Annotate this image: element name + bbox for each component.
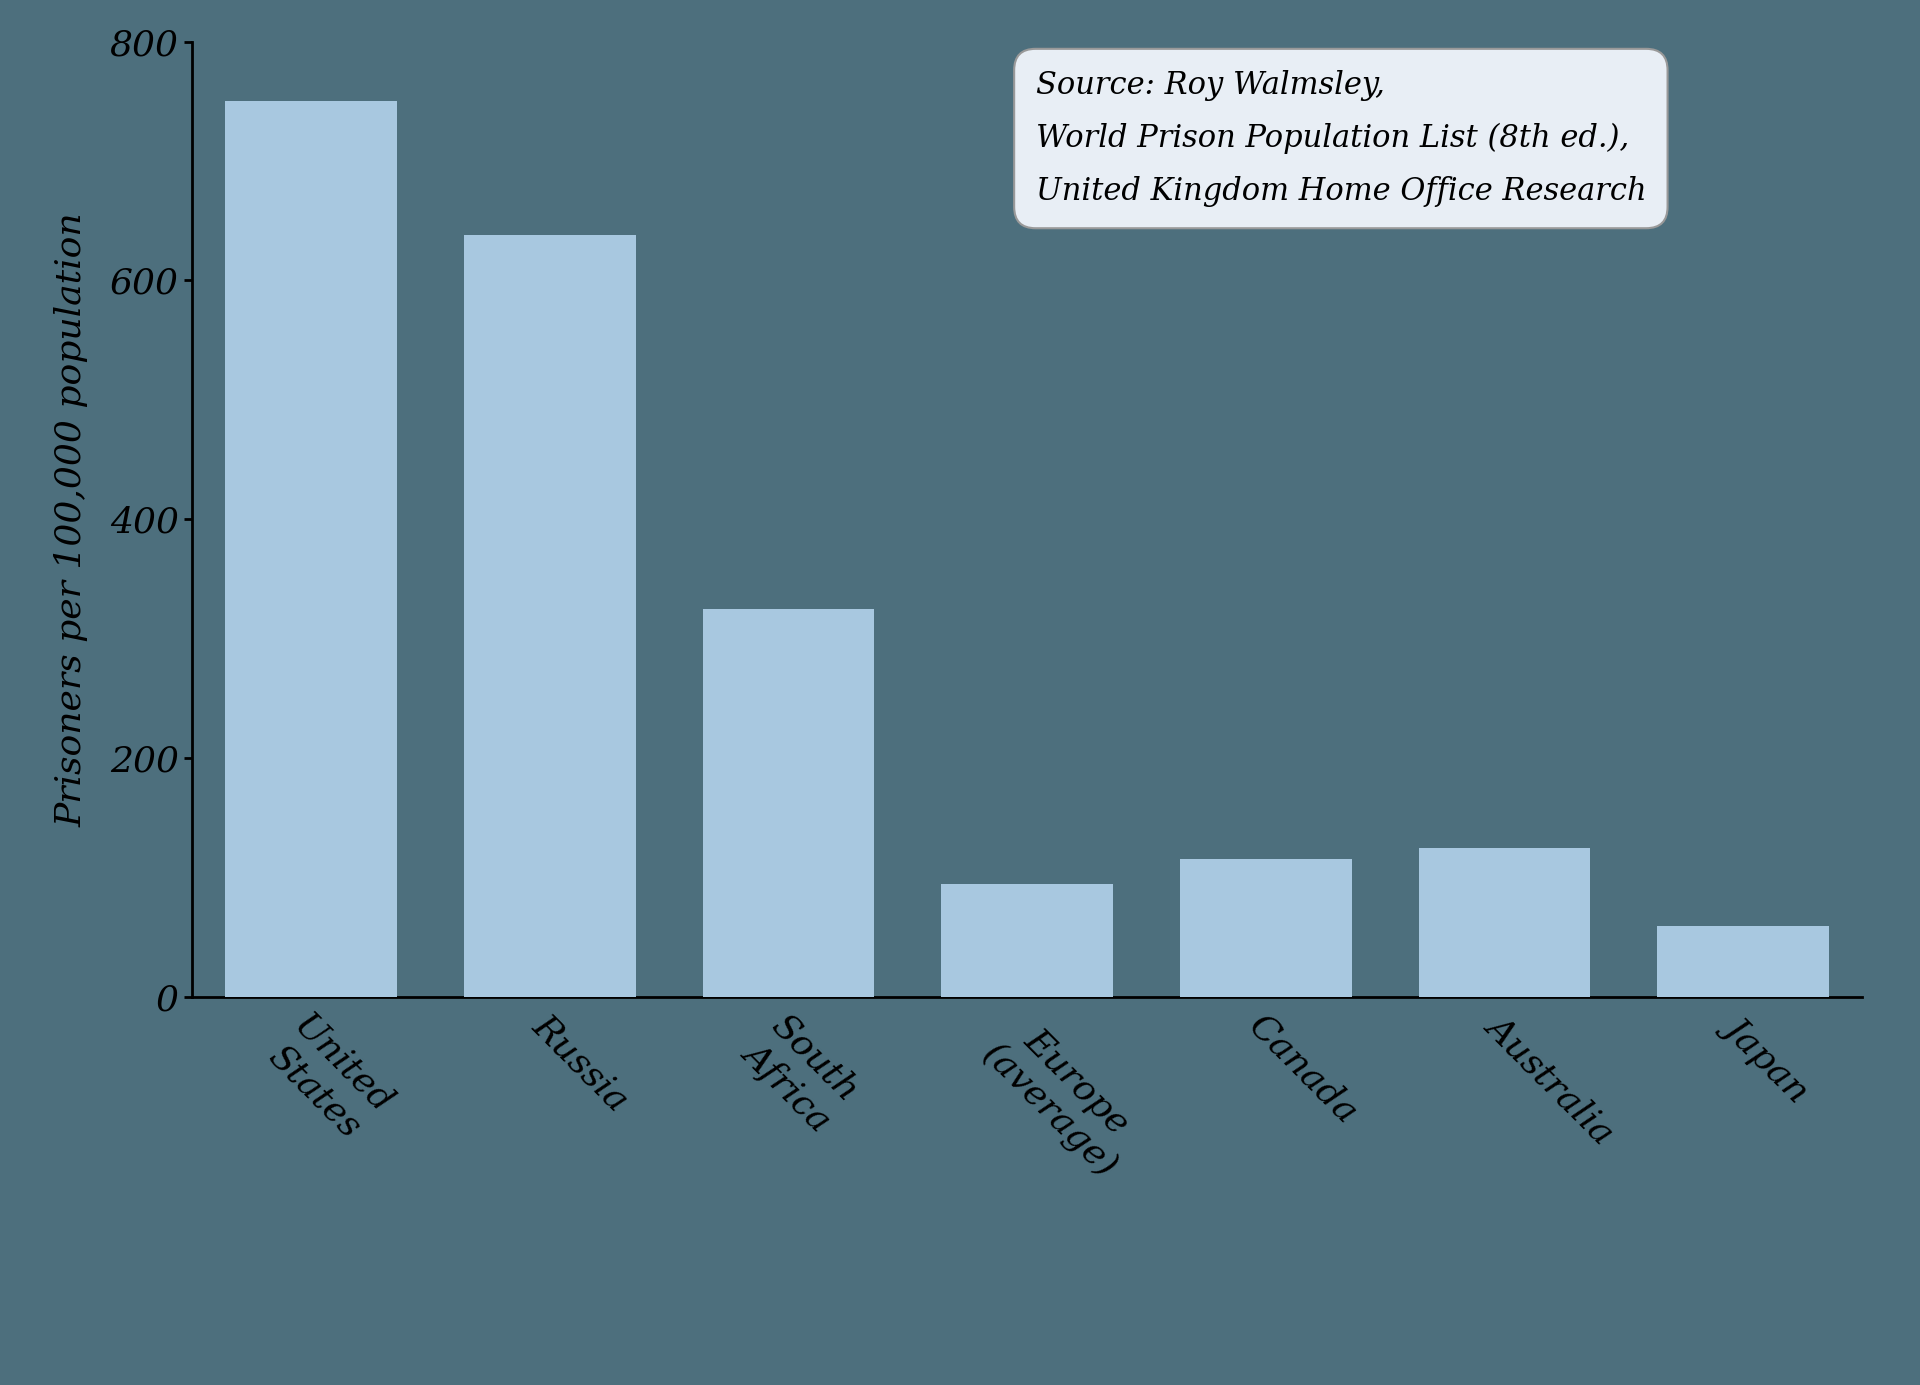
- Bar: [465, 235, 636, 997]
- Bar: [225, 101, 397, 997]
- Y-axis label: Prisoners per 100,000 population: Prisoners per 100,000 population: [56, 212, 88, 827]
- Bar: [1657, 925, 1830, 997]
- Bar: [1181, 859, 1352, 997]
- Bar: [941, 884, 1114, 997]
- Text: Source: Roy Walmsley,
World Prison Population List (8th ed.),
United Kingdom Hom: Source: Roy Walmsley, World Prison Popul…: [1035, 71, 1645, 206]
- Bar: [703, 609, 874, 997]
- Bar: [1419, 848, 1590, 997]
